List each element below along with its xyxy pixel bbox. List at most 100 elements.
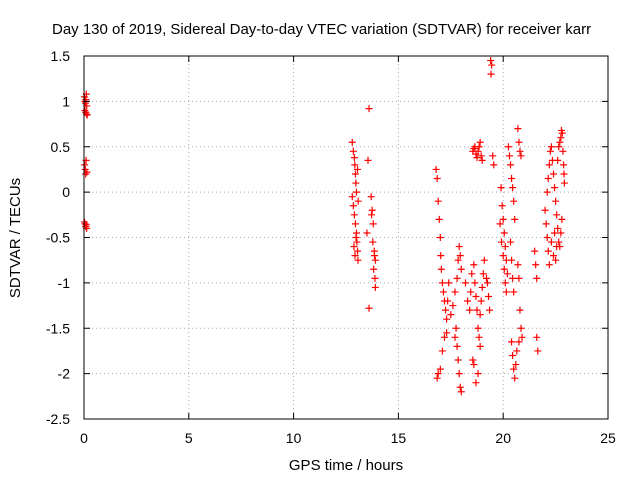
data-point bbox=[543, 234, 551, 241]
data-point bbox=[547, 143, 555, 151]
data-point bbox=[439, 288, 447, 296]
y-axis-title: SDTVAR / TECUs bbox=[7, 178, 24, 298]
data-point bbox=[500, 229, 508, 237]
data-point bbox=[461, 279, 469, 287]
data-point bbox=[499, 252, 507, 260]
data-point bbox=[507, 238, 515, 246]
data-point bbox=[499, 215, 507, 223]
data-point bbox=[434, 370, 442, 378]
data-point bbox=[544, 175, 552, 183]
data-point bbox=[516, 147, 524, 155]
y-tick-label: -2 bbox=[58, 366, 71, 382]
data-point bbox=[364, 156, 372, 164]
data-point bbox=[552, 256, 560, 264]
data-point bbox=[83, 111, 91, 119]
data-point bbox=[475, 333, 483, 341]
data-point bbox=[432, 165, 440, 173]
data-point bbox=[476, 342, 484, 350]
data-point bbox=[516, 306, 524, 314]
data-point bbox=[515, 274, 523, 282]
y-tick-label: 0.5 bbox=[51, 139, 71, 155]
data-point bbox=[510, 288, 518, 296]
data-point bbox=[554, 224, 562, 232]
data-point bbox=[554, 156, 562, 164]
data-point bbox=[437, 265, 445, 273]
data-point bbox=[371, 252, 379, 260]
chart-title: Day 130 of 2019, Sidereal Day-to-day VTE… bbox=[52, 21, 591, 38]
data-point bbox=[507, 161, 515, 169]
data-point bbox=[455, 370, 463, 378]
x-tick-label: 25 bbox=[600, 430, 616, 446]
data-point bbox=[438, 279, 446, 287]
data-point bbox=[514, 261, 522, 269]
data-point bbox=[509, 274, 517, 282]
data-point bbox=[482, 274, 490, 282]
data-point bbox=[560, 179, 568, 187]
data-point bbox=[354, 165, 362, 173]
data-point bbox=[515, 338, 523, 346]
data-point bbox=[496, 220, 504, 228]
data-point bbox=[371, 256, 379, 264]
data-point bbox=[511, 215, 519, 223]
data-point bbox=[504, 143, 512, 151]
data-point bbox=[480, 256, 488, 264]
data-point bbox=[557, 134, 565, 142]
data-point bbox=[470, 361, 478, 369]
x-tick-label: 20 bbox=[495, 430, 511, 446]
data-point bbox=[468, 270, 476, 278]
data-point bbox=[447, 311, 455, 319]
data-point bbox=[443, 315, 451, 323]
data-point bbox=[351, 170, 359, 178]
data-point bbox=[83, 168, 91, 176]
data-point bbox=[469, 356, 477, 364]
data-point bbox=[515, 138, 523, 146]
data-point bbox=[464, 297, 472, 305]
data-point bbox=[531, 247, 539, 255]
data-point bbox=[510, 365, 518, 373]
data-point bbox=[475, 143, 483, 151]
data-point bbox=[551, 229, 559, 237]
x-axis-title: GPS time / hours bbox=[289, 457, 403, 474]
data-point bbox=[508, 256, 516, 264]
data-point bbox=[368, 206, 376, 214]
data-point bbox=[433, 374, 441, 382]
data-point bbox=[485, 292, 493, 300]
data-point bbox=[550, 170, 558, 178]
data-point bbox=[455, 243, 463, 251]
data-point bbox=[351, 161, 359, 169]
data-point bbox=[509, 351, 517, 359]
data-point bbox=[477, 297, 485, 305]
data-point bbox=[451, 333, 459, 341]
data-point bbox=[557, 229, 565, 237]
data-point bbox=[452, 324, 460, 332]
data-point bbox=[488, 61, 496, 69]
data-point bbox=[477, 152, 485, 160]
plot-frame bbox=[83, 55, 609, 420]
data-point bbox=[505, 152, 513, 160]
data-point bbox=[470, 261, 478, 269]
data-point bbox=[369, 220, 377, 228]
data-point bbox=[434, 197, 442, 205]
data-point bbox=[453, 342, 461, 350]
data-point bbox=[541, 206, 549, 214]
data-point bbox=[436, 234, 444, 241]
data-point bbox=[478, 283, 486, 291]
data-point bbox=[517, 152, 525, 160]
y-tick-label: 0 bbox=[62, 184, 70, 200]
data-point bbox=[508, 338, 516, 346]
y-tick-label: -1 bbox=[58, 275, 71, 291]
data-point bbox=[544, 247, 552, 255]
data-point bbox=[349, 202, 357, 210]
x-tick-label: 10 bbox=[286, 430, 302, 446]
x-tick-label: 0 bbox=[80, 430, 88, 446]
data-point bbox=[532, 261, 540, 269]
data-point bbox=[454, 356, 462, 364]
data-point bbox=[371, 274, 379, 282]
data-point bbox=[444, 297, 452, 305]
x-tick-label: 5 bbox=[185, 430, 193, 446]
data-point bbox=[369, 238, 377, 246]
data-point bbox=[466, 306, 474, 314]
data-point bbox=[510, 197, 518, 205]
data-point bbox=[351, 220, 359, 228]
